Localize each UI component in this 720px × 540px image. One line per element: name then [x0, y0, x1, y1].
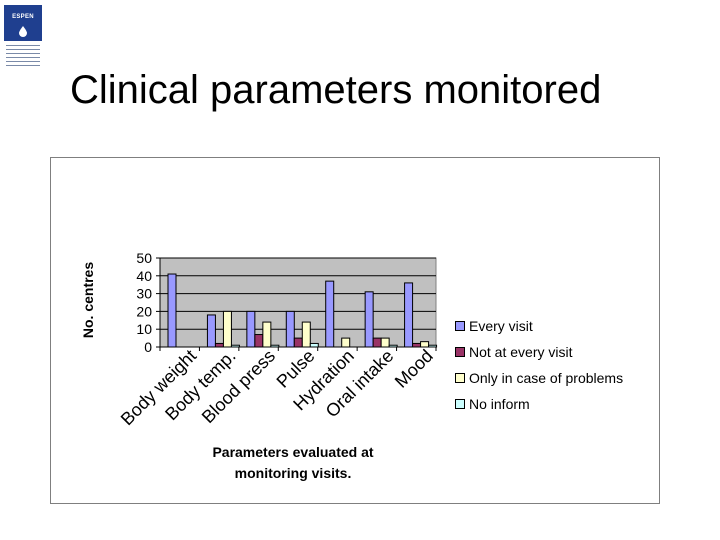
- plot-area: [159, 257, 437, 348]
- bar: [341, 337, 351, 348]
- y-tick-label: 50: [136, 250, 152, 266]
- bar: [293, 337, 303, 348]
- bar: [167, 273, 177, 348]
- legend-label: No inform: [469, 396, 530, 412]
- bar: [285, 310, 295, 348]
- bar: [246, 310, 256, 348]
- bar: [301, 321, 311, 348]
- legend-swatch: [455, 347, 465, 357]
- bar: [270, 344, 280, 348]
- bar: [325, 280, 335, 348]
- legend-swatch: [455, 399, 465, 409]
- bar: [230, 344, 240, 348]
- bar: [412, 342, 422, 348]
- bar: [380, 337, 390, 348]
- x-tick-label: Mood: [391, 346, 437, 392]
- bar: [404, 282, 414, 348]
- legend-swatch: [455, 373, 465, 383]
- bar: [388, 344, 398, 348]
- y-axis-title: No. centres: [80, 261, 96, 339]
- y-tick-label: 40: [136, 268, 152, 284]
- bar: [222, 310, 232, 348]
- bar: [309, 342, 319, 348]
- logo-tagline: [4, 45, 42, 66]
- logo-band: ESPEN: [4, 5, 42, 41]
- y-tick-label: 0: [144, 339, 152, 355]
- bar: [364, 291, 374, 348]
- bar: [262, 321, 272, 348]
- legend-label: Not at every visit: [469, 344, 573, 360]
- bar: [206, 314, 216, 348]
- bar: [214, 342, 224, 348]
- legend-swatch: [455, 321, 465, 331]
- espen-logo: ESPEN: [4, 5, 42, 93]
- bar: [428, 344, 438, 348]
- x-axis-title: Parameters evaluated at monitoring visit…: [212, 444, 374, 481]
- y-tick-label: 10: [136, 321, 152, 337]
- y-tick-label: 20: [136, 303, 152, 319]
- drop-icon: [19, 26, 27, 37]
- bar: [254, 334, 264, 348]
- logo-text: ESPEN: [12, 14, 34, 20]
- slide-title: Clinical parameters monitored: [70, 68, 602, 112]
- legend-label: Only in case of problems: [469, 370, 624, 386]
- bar: [372, 337, 382, 348]
- legend-label: Every visit: [469, 318, 533, 334]
- bar: [420, 341, 430, 348]
- y-tick-label: 30: [136, 286, 152, 302]
